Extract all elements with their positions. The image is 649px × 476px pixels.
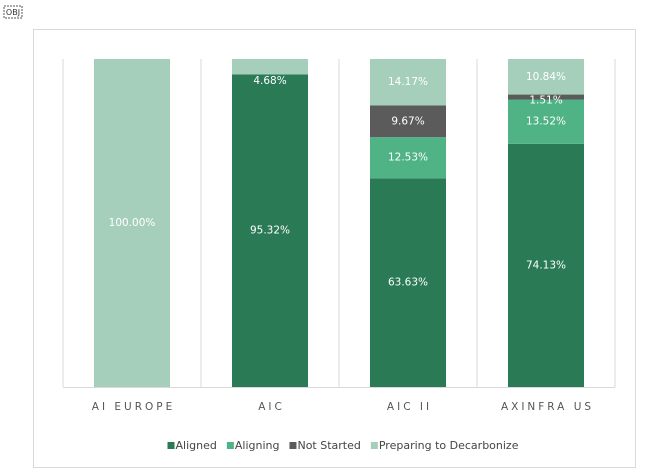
data-label: 95.32% (250, 225, 290, 237)
bar-segment (508, 59, 584, 95)
legend-swatch (226, 442, 234, 449)
data-label: 74.13% (526, 259, 566, 271)
legend-label: Aligned (176, 439, 217, 452)
legend-swatch (167, 442, 175, 449)
bar-segment (508, 94, 584, 100)
data-label: 4.68% (253, 75, 286, 87)
x-tick-label: AIC II (387, 401, 432, 413)
bar-segment (232, 59, 308, 75)
bar-segment (232, 74, 308, 387)
badge-box (3, 5, 23, 19)
bar-segment (94, 59, 170, 387)
legend-label: Aligning (235, 439, 280, 452)
data-label: 1.51% (529, 95, 562, 107)
legend-swatch (289, 442, 297, 449)
bar-segment (370, 105, 446, 138)
x-tick-label: AXINFRA US (501, 401, 594, 413)
legend-swatch (370, 442, 378, 449)
data-label: 9.67% (391, 115, 424, 127)
data-label: 12.53% (388, 152, 428, 164)
badge: OBJ (6, 8, 20, 17)
data-label: 10.84% (526, 71, 566, 83)
legend-label: Not Started (297, 439, 360, 452)
data-label: 100.00% (109, 217, 156, 229)
bar-segment (370, 59, 446, 106)
x-tick-label: AI EUROPE (92, 401, 175, 413)
bar-segment (370, 137, 446, 179)
data-label: 13.52% (526, 116, 566, 128)
bar-segment (508, 143, 584, 387)
bar-segment (370, 178, 446, 387)
legend-label: Preparing to Decarbonize (379, 439, 519, 452)
data-label: 63.63% (388, 277, 428, 289)
x-tick-label: AIC (258, 401, 285, 413)
bar-segment (508, 99, 584, 144)
data-label: 14.17% (388, 76, 428, 88)
